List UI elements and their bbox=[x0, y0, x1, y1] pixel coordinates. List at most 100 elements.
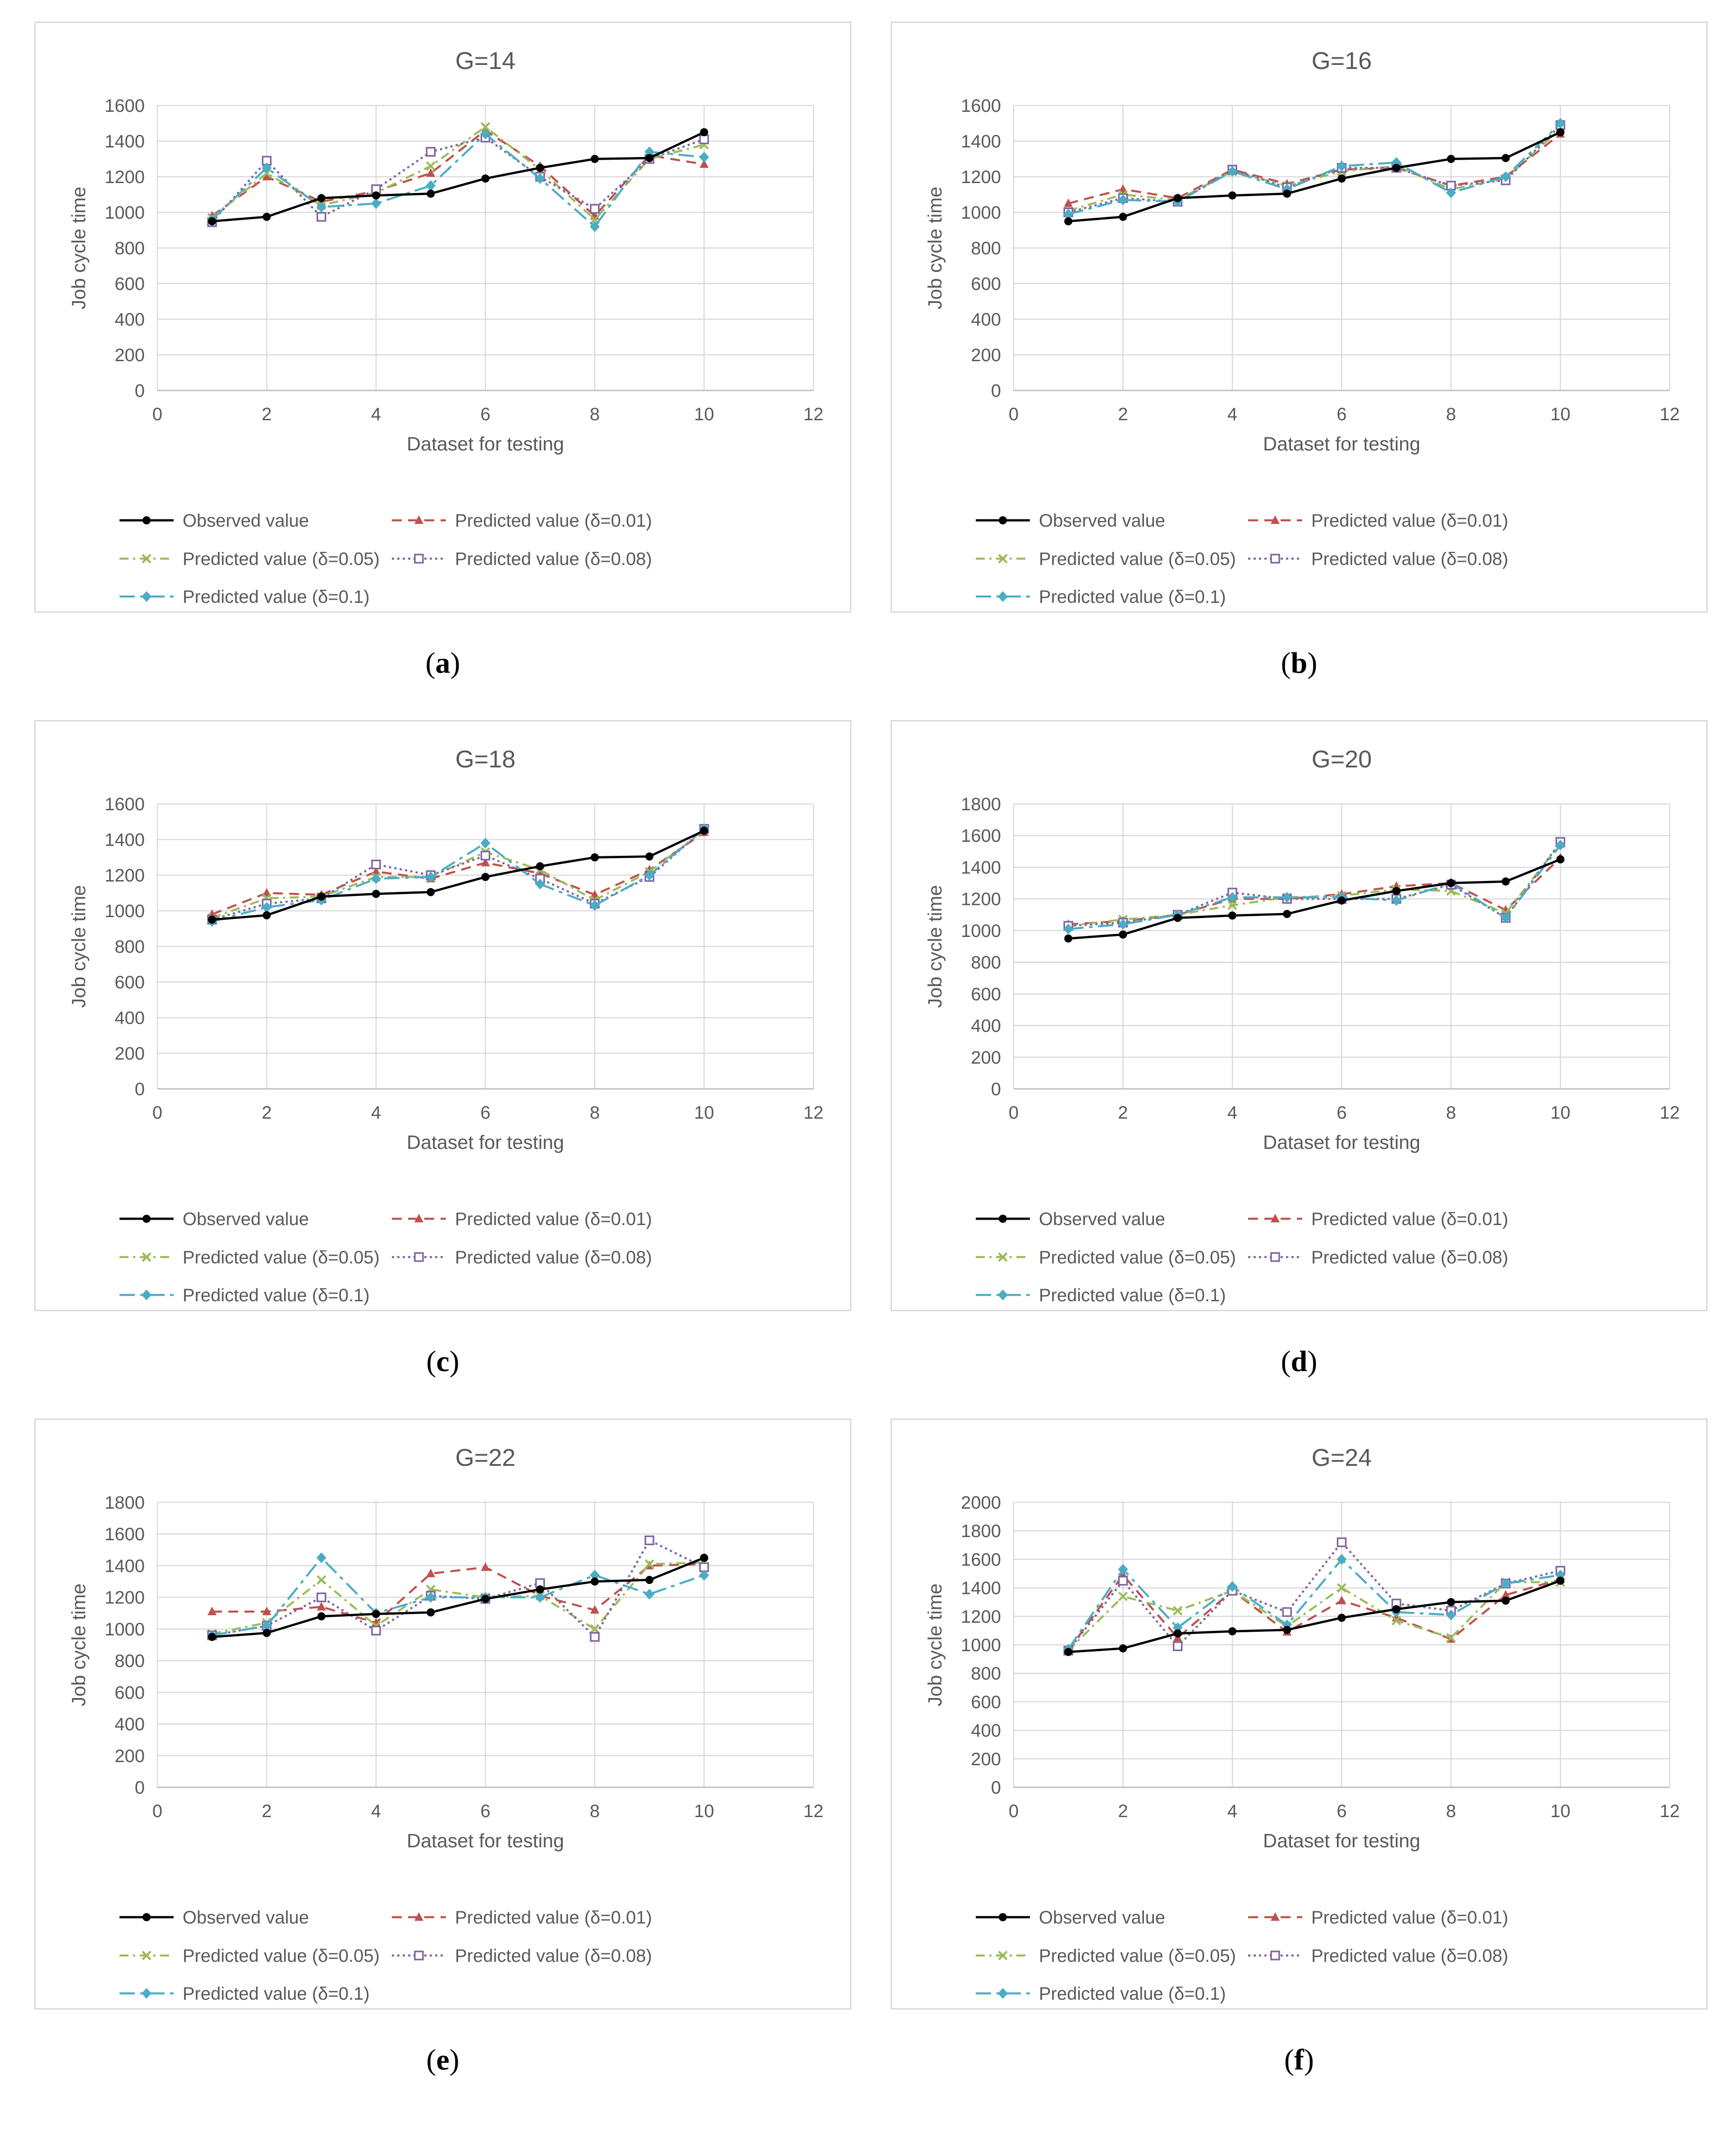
series-line-d001 bbox=[211, 129, 704, 217]
series-d001 bbox=[1064, 1570, 1565, 1654]
series-line-d008 bbox=[1068, 841, 1561, 927]
legend-entry-observed: Observed value bbox=[976, 1209, 1165, 1229]
y-tick-label: 600 bbox=[115, 1683, 145, 1703]
legend-label: Observed value bbox=[1039, 1209, 1165, 1229]
legend-label: Observed value bbox=[183, 1209, 309, 1229]
data-point-d01 bbox=[371, 198, 381, 209]
series-line-d01 bbox=[1067, 1558, 1561, 1650]
x-tick-label: 8 bbox=[590, 1103, 600, 1123]
legend-entry-d008: Predicted value (δ=0.08) bbox=[1248, 549, 1508, 569]
data-point-observed bbox=[1064, 934, 1073, 943]
caption-letter: c bbox=[436, 1345, 450, 1378]
legend-entry-d01: Predicted value (δ=0.1) bbox=[976, 1285, 1226, 1305]
y-tick-label: 200 bbox=[115, 1044, 145, 1064]
series-line-d001 bbox=[1067, 1574, 1561, 1651]
x-axis-label: Dataset for testing bbox=[1263, 1830, 1420, 1852]
data-point-observed bbox=[317, 892, 326, 901]
series-line-d01 bbox=[211, 828, 705, 923]
legend-marker bbox=[998, 1951, 1008, 1960]
data-point-d008 bbox=[590, 204, 600, 214]
series-line-observed bbox=[212, 131, 705, 223]
series-line-observed bbox=[212, 1556, 705, 1638]
x-tick-label: 2 bbox=[262, 1103, 271, 1123]
legend-entry-observed: Observed value bbox=[119, 1209, 309, 1229]
data-point-observed bbox=[645, 1576, 654, 1584]
legend-label: Observed value bbox=[183, 1908, 309, 1928]
data-point-d005 bbox=[1392, 1616, 1401, 1625]
data-point-d01 bbox=[535, 878, 545, 890]
y-tick-label: 1200 bbox=[105, 1588, 145, 1608]
data-point-d005 bbox=[1227, 900, 1237, 910]
data-point-observed bbox=[1447, 879, 1455, 887]
series-observed bbox=[1064, 1576, 1565, 1656]
data-point-observed bbox=[481, 1595, 490, 1603]
legend-entry-d01: Predicted value (δ=0.1) bbox=[976, 587, 1226, 607]
data-point-observed bbox=[700, 128, 708, 137]
data-point-observed bbox=[1447, 1598, 1455, 1607]
data-point-observed bbox=[1283, 1625, 1291, 1634]
data-point-d001 bbox=[262, 172, 271, 180]
legend-label: Predicted value (δ=0.01) bbox=[455, 1209, 652, 1229]
legend-marker bbox=[998, 591, 1008, 602]
data-point-d008 bbox=[317, 1592, 326, 1602]
legend-marker bbox=[414, 1214, 423, 1222]
legend-label: Predicted value (δ=0.1) bbox=[1039, 587, 1226, 607]
chart-title: G=16 bbox=[1312, 47, 1372, 74]
y-tick-label: 400 bbox=[971, 1016, 1001, 1036]
data-point-d01 bbox=[1446, 1609, 1456, 1620]
data-point-observed bbox=[262, 212, 271, 221]
data-point-observed bbox=[262, 1629, 271, 1637]
chart-panel-a: G=14 0 200 400 600 800 1000 1200 1400 1600 0 2 4 6 8 10… bbox=[34, 22, 851, 613]
data-point-d01 bbox=[480, 129, 491, 140]
data-point-d001 bbox=[481, 1562, 490, 1571]
legend-marker bbox=[999, 1215, 1007, 1223]
legend-label: Predicted value (δ=0.08) bbox=[1311, 1946, 1508, 1966]
x-tick-label: 12 bbox=[804, 404, 824, 424]
x-tick-label: 8 bbox=[1446, 1801, 1456, 1821]
data-point-d01 bbox=[644, 870, 655, 881]
data-point-d001 bbox=[590, 890, 599, 899]
legend-label: Predicted value (δ=0.1) bbox=[183, 587, 370, 607]
y-tick-label: 1600 bbox=[105, 794, 145, 814]
chart-svg: G=18 0 200 400 600 800 1000 1200 1400 1600 0 2 4 6 8 10… bbox=[68, 746, 823, 1305]
data-point-d005 bbox=[426, 161, 436, 171]
legend-marker bbox=[142, 1988, 152, 1999]
data-point-d01 bbox=[1118, 194, 1128, 206]
data-point-d01 bbox=[699, 151, 709, 163]
data-point-observed bbox=[427, 888, 435, 896]
legend-entry-observed: Observed value bbox=[976, 1908, 1165, 1928]
y-axis-label: Job cycle time bbox=[924, 1584, 946, 1706]
x-tick-label: 4 bbox=[371, 1103, 381, 1123]
y-tick-label: 1000 bbox=[105, 203, 145, 223]
legend-marker bbox=[414, 1912, 423, 1921]
legend-label: Predicted value (δ=0.05) bbox=[1039, 1946, 1236, 1966]
caption-letter: e bbox=[436, 2043, 450, 2076]
data-point-observed bbox=[645, 852, 654, 861]
data-point-d01 bbox=[590, 900, 600, 911]
data-point-observed bbox=[645, 154, 654, 162]
legend-entry-observed: Observed value bbox=[976, 511, 1165, 531]
data-point-observed bbox=[1064, 217, 1073, 225]
caption-letter: f bbox=[1294, 2043, 1304, 2076]
data-point-observed bbox=[591, 155, 599, 163]
legend-marker bbox=[999, 1913, 1007, 1921]
data-point-observed bbox=[1119, 1644, 1127, 1653]
data-point-d01 bbox=[1063, 923, 1074, 935]
legend-label: Predicted value (δ=0.05) bbox=[1039, 1248, 1236, 1267]
data-point-d008 bbox=[480, 850, 491, 861]
data-point-d005 bbox=[1446, 1633, 1456, 1643]
data-point-observed bbox=[591, 1577, 599, 1586]
x-tick-label: 0 bbox=[1009, 1801, 1019, 1821]
series-d008 bbox=[1063, 1537, 1566, 1656]
legend-marker bbox=[414, 515, 423, 524]
x-axis-label: Dataset for testing bbox=[407, 1830, 564, 1852]
series-d01 bbox=[1063, 1554, 1566, 1655]
data-point-d01 bbox=[535, 1592, 545, 1603]
data-point-observed bbox=[1173, 914, 1182, 922]
data-point-observed bbox=[1337, 174, 1346, 183]
data-point-d001 bbox=[1064, 198, 1073, 207]
legend-marker bbox=[142, 516, 151, 524]
y-tick-label: 1200 bbox=[961, 890, 1001, 909]
y-tick-label: 600 bbox=[115, 274, 145, 294]
legend-label: Predicted value (δ=0.01) bbox=[1311, 511, 1508, 531]
